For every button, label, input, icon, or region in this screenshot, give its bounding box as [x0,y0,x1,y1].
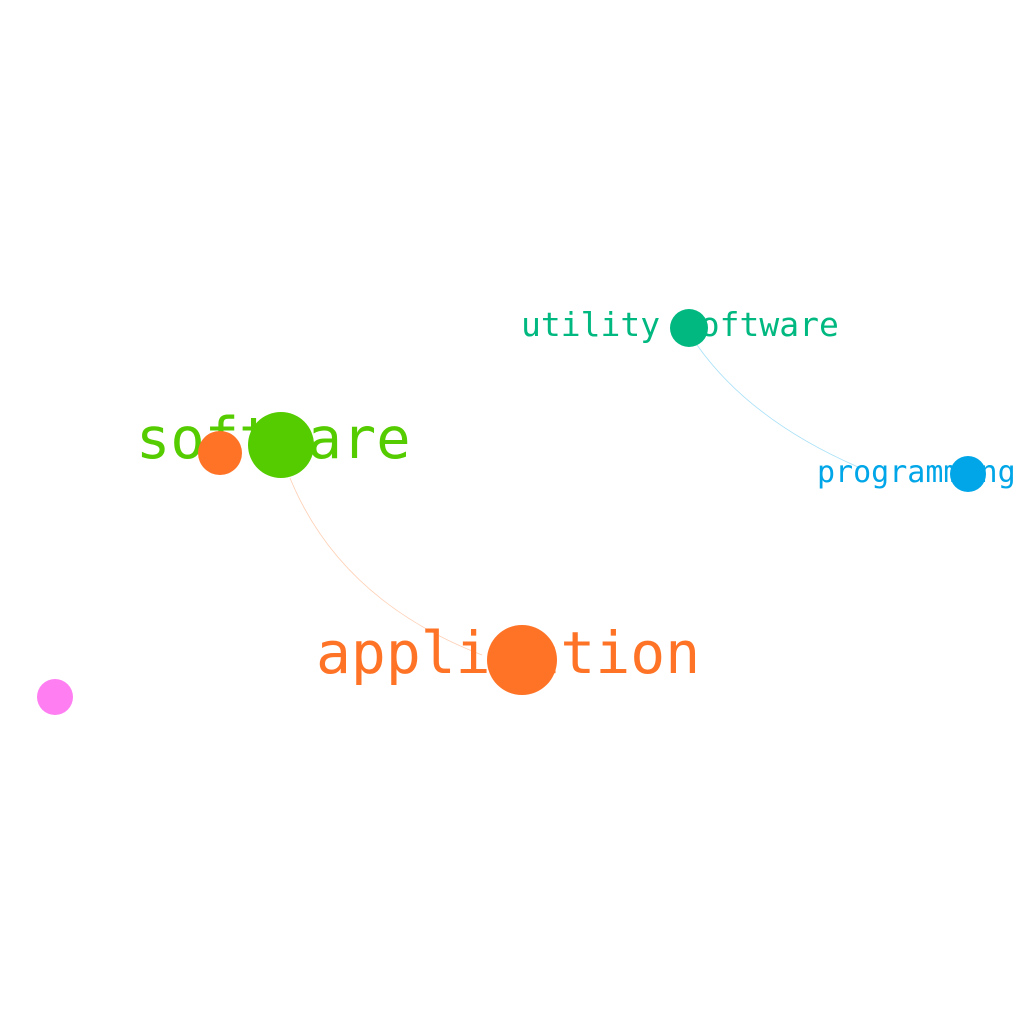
node-isolated[interactable] [37,679,73,715]
node-software[interactable] [248,412,314,478]
node-utility-software[interactable] [670,309,708,347]
edge-software-application [289,477,483,656]
label-layer: software application utility software pr… [136,305,1016,687]
edge-utility-software-programming [696,344,859,468]
node-programming[interactable] [950,456,986,492]
edge-layer [289,344,859,656]
node-application[interactable] [487,625,557,695]
node-layer [37,309,986,715]
node-software-child[interactable] [198,431,242,475]
